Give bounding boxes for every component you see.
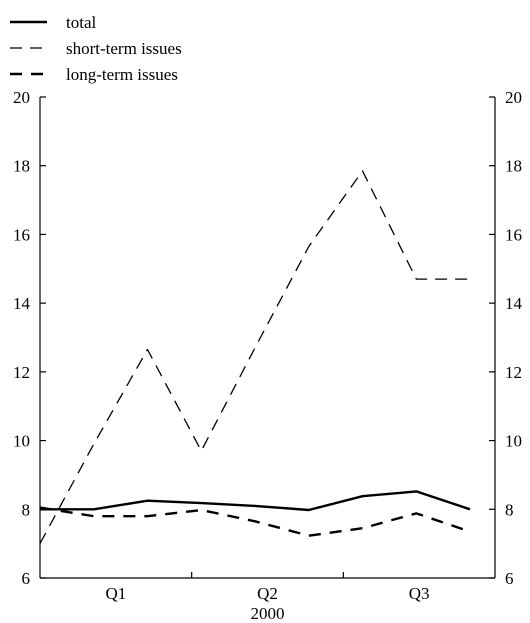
legend-label-3: long-term issues (66, 65, 178, 84)
y-tick-label-right: 20 (505, 88, 522, 107)
y-tick-label-left: 8 (22, 500, 31, 519)
legend-label-1: total (66, 13, 96, 32)
y-tick-label-left: 20 (13, 88, 30, 107)
x-tick-label: Q3 (409, 584, 430, 603)
series-line-2 (39, 170, 470, 544)
series-layer (39, 170, 471, 544)
y-tick-label-right: 10 (505, 432, 522, 451)
y-tick-label-left: 10 (13, 432, 30, 451)
y-tick-label-left: 14 (13, 294, 31, 313)
y-tick-label-right: 14 (505, 294, 523, 313)
series-line-3 (39, 506, 471, 537)
axes-layer: 6 6 8 8 10 10 12 12 14 14 16 16 18 18 20 20 Q1 Q2 Q3 2000 (13, 88, 523, 623)
series-line-1 (40, 490, 471, 512)
y-tick-label-right: 12 (505, 363, 522, 382)
legend-label-2: short-term issues (66, 39, 182, 58)
y-tick-label-left: 16 (13, 225, 30, 244)
y-tick-label-left: 6 (22, 569, 31, 588)
x-axis-title: 2000 (251, 604, 285, 623)
y-tick-label-right: 16 (505, 225, 522, 244)
y-tick-label-right: 8 (505, 500, 514, 519)
x-tick-label: Q2 (257, 584, 278, 603)
y-tick-label-right: 18 (505, 157, 522, 176)
legend: total short-term issues long-term issues (10, 13, 182, 84)
x-tick-label: Q1 (105, 584, 126, 603)
y-tick-label-left: 12 (13, 363, 30, 382)
y-tick-label-left: 18 (13, 157, 30, 176)
y-tick-label-right: 6 (505, 569, 514, 588)
